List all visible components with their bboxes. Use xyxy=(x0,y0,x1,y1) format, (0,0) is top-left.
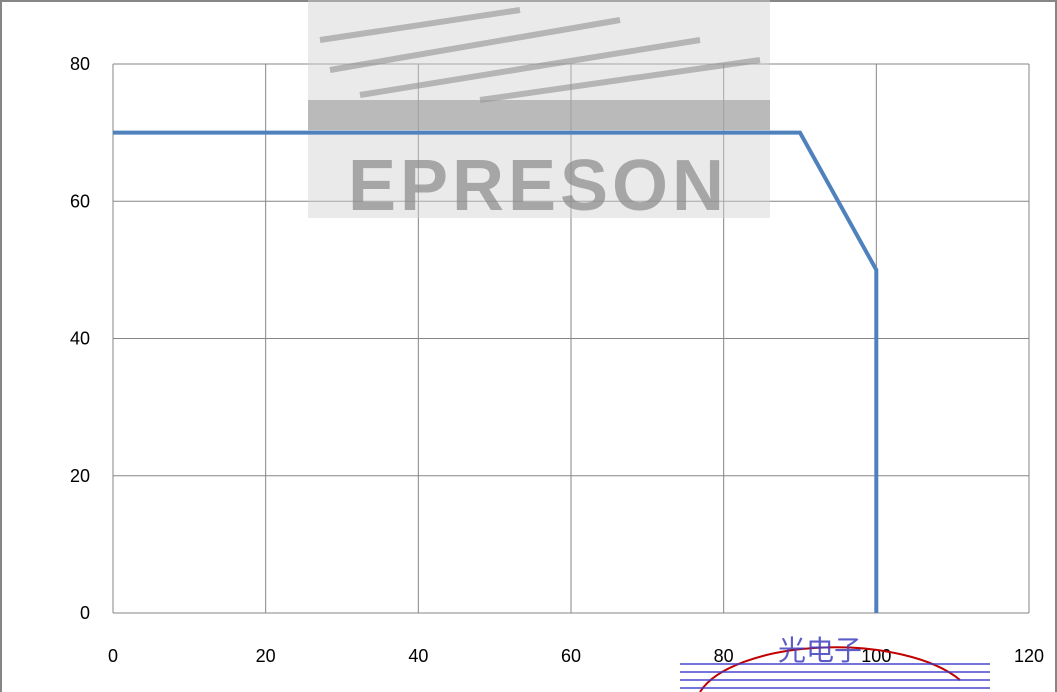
seal-watermark: 光电子 xyxy=(680,635,990,692)
svg-text:EPRESON: EPRESON xyxy=(348,146,728,226)
y-tick-label-2: 40 xyxy=(70,329,90,349)
logo-watermark: EPRESON xyxy=(308,0,770,226)
x-tick-label-1: 20 xyxy=(256,646,276,666)
series xyxy=(113,130,879,613)
x-tick-label-0: 0 xyxy=(108,646,118,666)
x-tick-label-4: 80 xyxy=(714,646,734,666)
y-tick-label-1: 20 xyxy=(70,466,90,486)
x-tick-label-2: 40 xyxy=(408,646,428,666)
x-tick-label-3: 60 xyxy=(561,646,581,666)
y-tick-label-0: 0 xyxy=(80,603,90,623)
series-line-0 xyxy=(113,130,879,613)
x-tick-label-6: 120 xyxy=(1014,646,1044,666)
y-tick-label-3: 60 xyxy=(70,191,90,211)
y-tick-label-4: 80 xyxy=(70,54,90,74)
svg-text:光电子: 光电子 xyxy=(778,635,862,666)
